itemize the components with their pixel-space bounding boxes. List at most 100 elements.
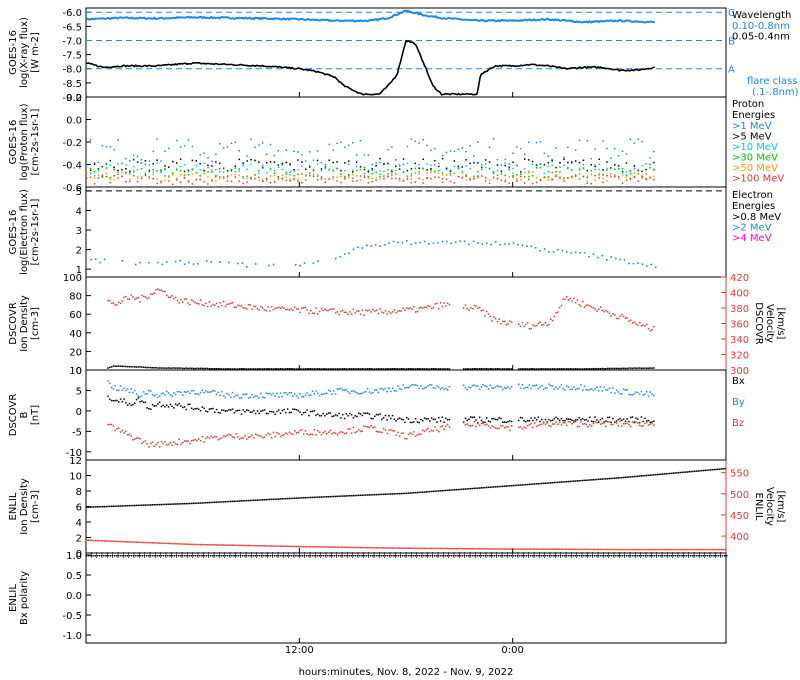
data-point (370, 546, 372, 549)
data-point (539, 178, 542, 181)
data-point (688, 471, 691, 473)
data-point (646, 548, 648, 551)
data-point (150, 390, 152, 392)
data-point (386, 313, 388, 315)
data-point (123, 505, 125, 507)
data-point (452, 489, 454, 491)
data-point (605, 420, 607, 422)
data-point (711, 548, 714, 551)
data-point (496, 321, 499, 323)
data-point (539, 167, 542, 169)
data-point (356, 415, 358, 418)
data-point (689, 555, 692, 557)
y-tick-label: 5 (76, 386, 82, 397)
y-axis-label: B (19, 411, 30, 418)
data-point (199, 367, 202, 370)
data-point (404, 309, 406, 311)
data-point (179, 174, 182, 176)
data-point (152, 173, 154, 176)
data-point (409, 385, 412, 387)
data-point (203, 555, 205, 557)
data-point (265, 179, 268, 182)
data-point (612, 423, 614, 426)
data-point (308, 394, 310, 397)
x-tick-label: 0:00 (501, 645, 523, 656)
data-point (594, 416, 596, 418)
data-point (409, 307, 412, 309)
data-point (605, 309, 607, 312)
data-point (470, 487, 472, 490)
data-point (416, 421, 419, 423)
data-point (260, 305, 262, 308)
data-point (190, 407, 193, 410)
data-point (473, 420, 476, 423)
data-point (615, 477, 618, 479)
data-point (528, 384, 531, 386)
data-point (441, 178, 444, 180)
data-point (534, 325, 536, 327)
data-point (347, 391, 349, 393)
data-point (433, 555, 436, 557)
data-point (587, 368, 589, 370)
data-point (505, 426, 508, 428)
data-point (416, 368, 419, 370)
data-point (233, 544, 236, 546)
data-point (235, 394, 237, 397)
data-point (507, 323, 509, 325)
data-point (126, 555, 128, 557)
data-point (653, 420, 655, 422)
data-point (418, 555, 421, 557)
data-point (390, 429, 392, 431)
data-point (140, 177, 143, 180)
data-point (134, 366, 136, 368)
data-point (354, 312, 356, 314)
data-point (283, 433, 285, 436)
data-point (357, 246, 359, 248)
data-point (324, 308, 326, 311)
data-point (410, 138, 413, 140)
data-point (603, 310, 605, 313)
data-point (406, 416, 408, 419)
data-point (571, 169, 573, 171)
data-point (610, 167, 612, 169)
data-point (320, 176, 323, 178)
data-point (327, 389, 330, 391)
data-point (132, 154, 135, 157)
data-point (334, 257, 337, 260)
data-point (598, 173, 600, 175)
data-point (320, 433, 323, 436)
data-point (290, 432, 292, 435)
data-point (123, 398, 125, 400)
flare-level-label: B (728, 36, 735, 47)
data-point (598, 421, 600, 423)
data-point (582, 423, 584, 425)
data-point (352, 248, 355, 251)
data-point (711, 555, 713, 557)
y-right-tick-label: 400 (730, 289, 749, 300)
data-point (530, 548, 532, 550)
data-point (455, 555, 457, 557)
data-point (157, 441, 159, 444)
data-point (617, 477, 620, 479)
data-point (139, 366, 141, 368)
data-point (175, 555, 178, 557)
data-point (445, 489, 447, 492)
data-point (594, 164, 596, 166)
data-point (273, 555, 276, 557)
data-point (455, 488, 458, 491)
data-point (345, 389, 348, 391)
data-point (311, 410, 314, 413)
data-point (649, 555, 651, 557)
data-point (304, 430, 307, 432)
data-point (203, 170, 205, 173)
data-point (370, 494, 372, 496)
data-point (484, 180, 487, 182)
data-point (582, 368, 584, 370)
data-point (265, 172, 268, 174)
data-point (272, 392, 275, 395)
data-point (167, 392, 170, 394)
data-point (441, 157, 444, 160)
data-point (644, 367, 646, 369)
data-point (398, 179, 401, 182)
data-point (340, 169, 342, 172)
